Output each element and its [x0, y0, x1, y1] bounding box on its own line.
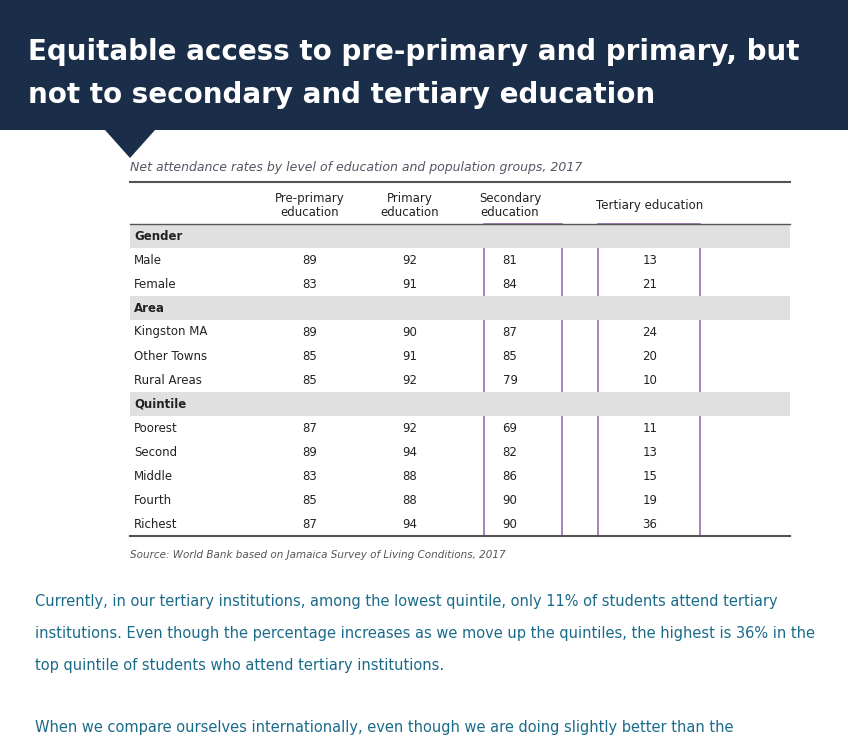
- Text: 92: 92: [403, 253, 417, 266]
- Text: Tertiary education: Tertiary education: [596, 199, 704, 212]
- Text: Second: Second: [134, 445, 177, 459]
- Text: 11: 11: [643, 422, 657, 435]
- Text: 92: 92: [403, 374, 417, 387]
- Text: 13: 13: [643, 445, 657, 459]
- Text: 87: 87: [503, 326, 517, 338]
- Text: education: education: [381, 206, 439, 219]
- Text: education: education: [481, 206, 539, 219]
- Text: 20: 20: [643, 350, 657, 362]
- Text: not to secondary and tertiary education: not to secondary and tertiary education: [28, 81, 656, 109]
- Text: 85: 85: [303, 493, 317, 507]
- Text: 87: 87: [303, 517, 317, 530]
- Text: Currently, in our tertiary institutions, among the lowest quintile, only 11% of : Currently, in our tertiary institutions,…: [35, 594, 778, 609]
- Text: 89: 89: [303, 445, 317, 459]
- Text: 91: 91: [403, 277, 417, 290]
- Text: Pre-primary: Pre-primary: [275, 192, 345, 205]
- Text: 94: 94: [403, 445, 417, 459]
- Text: Area: Area: [134, 302, 165, 314]
- Text: 82: 82: [503, 445, 517, 459]
- Bar: [130, 296, 790, 320]
- Bar: [130, 224, 790, 248]
- Text: Source: World Bank based on Jamaica Survey of Living Conditions, 2017: Source: World Bank based on Jamaica Surv…: [130, 550, 505, 560]
- Text: 85: 85: [303, 350, 317, 362]
- Text: 90: 90: [503, 493, 517, 507]
- Text: Secondary: Secondary: [479, 192, 541, 205]
- Text: 85: 85: [503, 350, 517, 362]
- Text: 90: 90: [503, 517, 517, 530]
- Text: 94: 94: [403, 517, 417, 530]
- Text: Primary: Primary: [387, 192, 433, 205]
- Text: 24: 24: [643, 326, 657, 338]
- Bar: [598, 224, 700, 536]
- Text: top quintile of students who attend tertiary institutions.: top quintile of students who attend tert…: [35, 658, 444, 673]
- Text: Middle: Middle: [134, 469, 173, 483]
- Text: 86: 86: [503, 469, 517, 483]
- Text: When we compare ourselves internationally, even though we are doing slightly bet: When we compare ourselves internationall…: [35, 720, 734, 735]
- Text: 81: 81: [503, 253, 517, 266]
- Text: 83: 83: [303, 469, 317, 483]
- Text: 15: 15: [643, 469, 657, 483]
- Text: 21: 21: [643, 277, 657, 290]
- Text: education: education: [281, 206, 339, 219]
- Polygon shape: [105, 130, 155, 158]
- Text: Quintile: Quintile: [134, 398, 187, 411]
- Text: 13: 13: [643, 253, 657, 266]
- Text: 89: 89: [303, 326, 317, 338]
- Text: 88: 88: [403, 493, 417, 507]
- Bar: [0, 0, 848, 130]
- Text: Fourth: Fourth: [134, 493, 172, 507]
- Text: Gender: Gender: [134, 229, 182, 242]
- Text: institutions. Even though the percentage increases as we move up the quintiles, : institutions. Even though the percentage…: [35, 626, 815, 641]
- Bar: [130, 392, 790, 416]
- Text: 87: 87: [303, 422, 317, 435]
- Text: Poorest: Poorest: [134, 422, 178, 435]
- Text: Kingston MA: Kingston MA: [134, 326, 208, 338]
- Text: 92: 92: [403, 422, 417, 435]
- Text: 10: 10: [643, 374, 657, 387]
- Text: Net attendance rates by level of education and population groups, 2017: Net attendance rates by level of educati…: [130, 162, 583, 174]
- Text: Equitable access to pre-primary and primary, but: Equitable access to pre-primary and prim…: [28, 38, 800, 66]
- Text: 79: 79: [503, 374, 517, 387]
- Text: 83: 83: [303, 277, 317, 290]
- Text: 36: 36: [643, 517, 657, 530]
- Text: 91: 91: [403, 350, 417, 362]
- Text: 85: 85: [303, 374, 317, 387]
- Bar: [484, 224, 562, 536]
- Text: 84: 84: [503, 277, 517, 290]
- Text: 89: 89: [303, 253, 317, 266]
- Text: 69: 69: [503, 422, 517, 435]
- Text: Male: Male: [134, 253, 162, 266]
- Text: 19: 19: [643, 493, 657, 507]
- Text: 88: 88: [403, 469, 417, 483]
- Text: 90: 90: [403, 326, 417, 338]
- Text: Rural Areas: Rural Areas: [134, 374, 202, 387]
- Text: Female: Female: [134, 277, 176, 290]
- Text: Other Towns: Other Towns: [134, 350, 207, 362]
- Text: Richest: Richest: [134, 517, 177, 530]
